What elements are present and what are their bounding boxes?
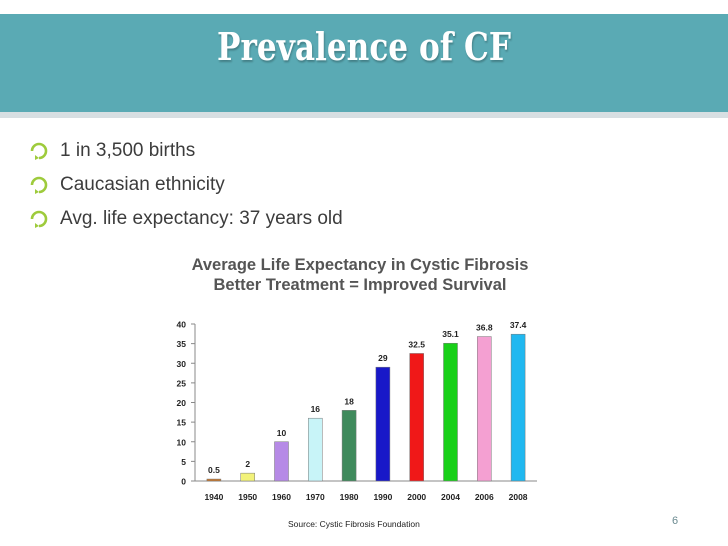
x-tick-label: 2000 [407,492,426,502]
x-tick-label: 1970 [306,492,325,502]
bullet-arrow-icon [30,176,48,194]
chart-title: Average Life Expectancy in Cystic Fibros… [191,256,529,274]
bar-value-label: 29 [378,353,388,363]
x-tick-label: 2004 [441,492,460,502]
bar-1980 [341,410,357,482]
bullet-item: 1 in 3,500 births [30,134,343,168]
bullet-item: Avg. life expectancy: 37 years old [30,202,343,236]
bullet-item: Caucasian ethnicity [30,168,343,202]
y-tick-label: 20 [177,398,187,408]
bullet-text: Caucasian ethnicity [60,174,225,195]
x-tick-label: 1960 [272,492,291,502]
x-tick-label: 2008 [509,492,528,502]
bar-value-label: 32.5 [408,339,425,349]
bar-value-label: 36.8 [476,323,493,333]
bar-value-label: 16 [311,404,321,414]
bullet-text: Avg. life expectancy: 37 years old [60,208,343,229]
y-tick-label: 35 [177,339,187,349]
bar-2008 [510,333,526,482]
bullet-arrow-icon [30,210,48,228]
x-tick-label: 1980 [340,492,359,502]
bar-value-label: 2 [245,459,250,469]
bar-2006 [477,336,492,482]
bar-1970 [308,417,323,482]
bar-1940 [206,478,222,482]
x-tick-label: 1950 [238,492,257,502]
page-number: 6 [672,515,679,527]
slide-title: Prevalence of CF [217,24,511,69]
y-tick-label: 40 [177,320,187,330]
y-tick-label: 25 [177,378,187,388]
y-tick-label: 15 [177,418,187,428]
x-tick-label: 2006 [475,492,494,502]
title-bar: Prevalence of CF [0,14,728,118]
chart-source: Source: Cystic Fibrosis Foundation [288,519,420,529]
bullet-list: 1 in 3,500 births Caucasian ethnicity Av… [30,134,343,236]
x-tick-label: 1990 [373,492,392,502]
y-tick-label: 30 [177,359,187,369]
bar-value-label: 10 [277,428,287,438]
bullet-arrow-icon [30,142,48,160]
bullet-text: 1 in 3,500 births [60,140,196,161]
y-tick-label: 10 [177,437,187,447]
bar-value-label: 35.1 [442,329,459,339]
y-tick-label: 0 [181,477,186,487]
bar-value-label: 37.4 [510,320,527,330]
bar-value-label: 18 [344,396,354,406]
chart-subtitle: Better Treatment = Improved Survival [213,276,507,294]
bar-2000 [409,353,424,482]
bar-1950 [240,472,255,482]
bar-1960 [274,441,289,482]
bar-2004 [443,342,458,482]
y-tick-label: 5 [181,457,186,467]
x-tick-label: 1940 [204,492,223,502]
bar-1990 [375,366,391,482]
bar-value-label: 0.5 [208,465,220,475]
